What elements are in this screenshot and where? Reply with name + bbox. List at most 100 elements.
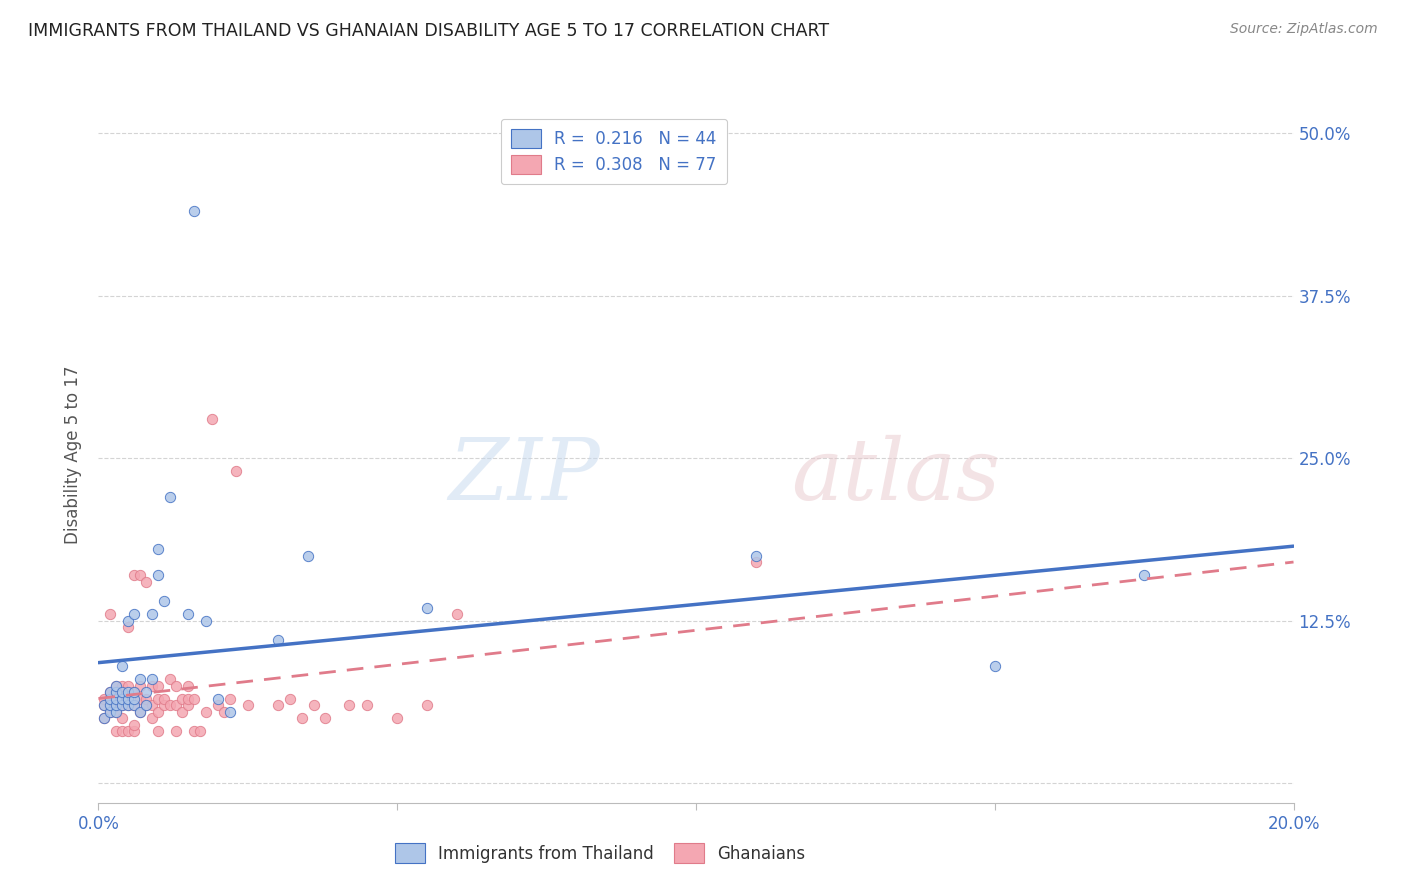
Point [111,691,134,706]
Point [141,698,163,713]
Point [100,705,122,719]
Point [117,614,139,628]
Point [745,549,768,563]
Y-axis label: Disability Age 5 to 17: Disability Age 5 to 17 [65,366,83,544]
Point [207,698,229,713]
Point [1133,568,1156,582]
Point [117,691,139,706]
Point [111,724,134,739]
Point [195,705,218,719]
Point [105,698,128,713]
Point [159,672,181,686]
Point [117,685,139,699]
Point [100,698,122,713]
Point [100,691,122,706]
Point [111,698,134,713]
Point [172,705,194,719]
Point [219,691,242,706]
Point [129,705,152,719]
Point [177,679,200,693]
Point [93,691,115,706]
Legend: Immigrants from Thailand, Ghanaians: Immigrants from Thailand, Ghanaians [387,835,814,871]
Point [117,724,139,739]
Point [129,679,152,693]
Point [124,718,146,732]
Point [124,698,146,713]
Point [93,698,115,713]
Point [111,659,134,673]
Point [141,679,163,693]
Point [124,691,146,706]
Point [93,698,115,713]
Point [100,685,122,699]
Point [416,698,439,713]
Point [141,711,163,725]
Point [745,555,768,569]
Point [124,724,146,739]
Point [183,204,205,219]
Point [225,464,247,478]
Point [207,691,229,706]
Point [105,698,128,713]
Point [105,705,128,719]
Point [159,490,181,504]
Point [153,698,176,713]
Point [124,685,146,699]
Point [105,685,128,699]
Point [129,691,152,706]
Point [135,685,157,699]
Point [177,691,200,706]
Point [105,679,128,693]
Point [984,659,1007,673]
Point [148,679,170,693]
Point [148,542,170,557]
Point [111,685,134,699]
Point [117,698,139,713]
Point [117,679,139,693]
Point [302,698,325,713]
Point [339,698,360,713]
Point [117,620,139,634]
Point [315,711,337,725]
Point [111,698,134,713]
Point [111,679,134,693]
Point [105,685,128,699]
Point [177,698,200,713]
Point [105,691,128,706]
Point [135,574,157,589]
Point [416,600,439,615]
Point [297,549,319,563]
Point [148,691,170,706]
Point [100,607,122,622]
Point [141,672,163,686]
Point [165,679,187,693]
Point [183,724,205,739]
Text: IMMIGRANTS FROM THAILAND VS GHANAIAN DISABILITY AGE 5 TO 17 CORRELATION CHART: IMMIGRANTS FROM THAILAND VS GHANAIAN DIS… [28,22,830,40]
Point [165,724,187,739]
Point [124,698,146,713]
Point [129,568,152,582]
Point [201,412,224,426]
Point [129,672,152,686]
Point [105,679,128,693]
Point [111,685,134,699]
Point [124,568,146,582]
Point [212,705,235,719]
Point [93,711,115,725]
Point [153,691,176,706]
Point [111,711,134,725]
Point [117,698,139,713]
Point [385,711,409,725]
Point [135,698,157,713]
Point [135,698,157,713]
Point [124,607,146,622]
Point [148,724,170,739]
Point [111,691,134,706]
Point [172,691,194,706]
Point [236,698,259,713]
Point [195,614,218,628]
Point [100,698,122,713]
Point [117,691,139,706]
Point [129,705,152,719]
Point [446,607,468,622]
